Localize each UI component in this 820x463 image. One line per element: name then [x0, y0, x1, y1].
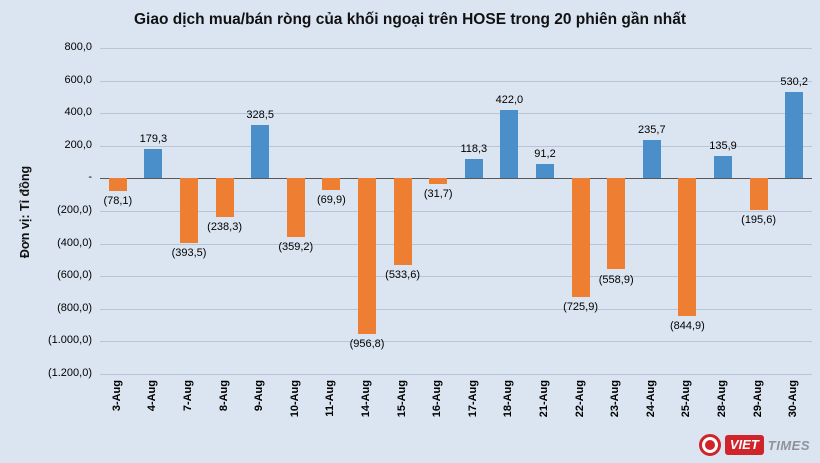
x-axis-label-16-Aug: 16-Aug: [431, 380, 444, 418]
x-axis-label-21-Aug: 21-Aug: [538, 380, 550, 418]
gridline: [100, 80, 812, 82]
bar-10-Aug: [286, 178, 305, 237]
x-axis-label-7-Aug: 7-Aug: [182, 380, 194, 412]
x-axis-label-10-Aug: 10-Aug: [288, 380, 301, 418]
data-label-15-Aug: (533,6): [385, 269, 421, 282]
y-axis-tick-label: (600,0): [57, 269, 92, 282]
x-axis-label-8-Aug: 8-Aug: [217, 380, 230, 412]
x-axis-label-30-Aug: 30-Aug: [787, 380, 800, 418]
data-label-11-Aug: (69,9): [317, 193, 346, 206]
gridline: [100, 374, 812, 375]
y-axis-tick-label: 400,0: [64, 106, 92, 119]
viettimes-logo-icon: [698, 434, 721, 456]
bar-28-Aug: [714, 156, 732, 179]
viettimes-logo-icon-dot: [704, 440, 715, 450]
x-axis-label-14-Aug: 14-Aug: [360, 380, 372, 418]
data-label-29-Aug: (195,6): [741, 214, 777, 227]
bar-21-Aug: [536, 163, 554, 179]
bar-24-Aug: [642, 139, 661, 179]
data-label-24-Aug: 235,7: [638, 123, 666, 136]
y-axis-tick-label: -: [88, 171, 92, 184]
x-axis-label-11-Aug: 11-Aug: [324, 380, 337, 417]
bar-22-Aug: [571, 178, 590, 297]
bar-3-Aug: [108, 178, 127, 192]
x-axis-label-18-Aug: 18-Aug: [502, 380, 515, 418]
data-label-8-Aug: (238,3): [207, 221, 243, 234]
gridline: [100, 308, 812, 310]
data-label-4-Aug: 179,3: [139, 133, 168, 146]
data-label-7-Aug: (393,5): [171, 246, 207, 259]
x-axis-label-22-Aug: 22-Aug: [573, 380, 586, 418]
viettimes-logo-times: TIMES: [767, 437, 810, 453]
data-label-22-Aug: (725,9): [563, 300, 599, 313]
bar-16-Aug: [429, 178, 448, 184]
viettimes-logo-viet: VIET: [724, 435, 764, 455]
gridline: [100, 276, 812, 278]
y-axis-tick-label: (400,0): [57, 236, 92, 249]
data-label-25-Aug: (844,9): [669, 320, 705, 333]
x-axis-label-3-Aug: 3-Aug: [110, 380, 123, 412]
chart-title: Giao dịch mua/bán ròng của khối ngoại tr…: [133, 11, 687, 28]
viettimes-logo: VIET TIMES: [698, 434, 810, 456]
x-axis-label-4-Aug: 4-Aug: [146, 380, 159, 412]
plot-area: (78,1) 179,3 (393,5) (238,3) 328,5 (359,2) (69…: [100, 48, 812, 375]
gridline: [100, 341, 812, 343]
gridline: [100, 113, 812, 115]
bar-18-Aug: [500, 109, 519, 179]
data-label-28-Aug: 135,9: [709, 140, 737, 153]
gridline: [100, 243, 812, 245]
bar-14-Aug: [358, 178, 376, 335]
gridline: [100, 211, 812, 212]
data-label-16-Aug: (31,7): [423, 187, 453, 200]
y-axis-tick-label: (200,0): [57, 204, 92, 216]
x-axis-label-17-Aug: 17-Aug: [466, 380, 479, 418]
x-axis-label-15-Aug: 15-Aug: [395, 380, 408, 418]
gridline: [100, 145, 812, 147]
bar-8-Aug: [215, 178, 234, 218]
x-axis-label-24-Aug: 24-Aug: [644, 380, 657, 418]
bar-30-Aug: [785, 91, 804, 179]
x-axis-label-23-Aug: 23-Aug: [609, 380, 622, 418]
y-axis-tick-label: 200,0: [64, 138, 92, 151]
bar-23-Aug: [607, 178, 626, 270]
data-label-17-Aug: 118,3: [460, 143, 488, 156]
data-label-23-Aug: (558,9): [598, 273, 634, 286]
data-label-14-Aug: (956,8): [349, 338, 385, 351]
y-axis-tick-label: (800,0): [57, 301, 92, 314]
y-axis-tick-label: 600,0: [64, 73, 92, 86]
bar-25-Aug: [678, 178, 697, 317]
y-axis-tick-label: (1.000,0): [47, 334, 92, 347]
bar-29-Aug: [749, 178, 768, 211]
x-axis-label-28-Aug: 28-Aug: [716, 380, 728, 418]
x-axis-label-9-Aug: 9-Aug: [253, 380, 266, 412]
bar-17-Aug: [464, 159, 483, 179]
bar-11-Aug: [322, 178, 341, 190]
zero-axis-line: [100, 178, 812, 180]
bar-7-Aug: [180, 178, 198, 243]
data-label-9-Aug: 328,5: [246, 108, 274, 121]
y-axis-tick-label: (1.200,0): [47, 367, 92, 379]
y-axis-tick-label: 800,0: [64, 41, 92, 53]
x-axis-label-25-Aug: 25-Aug: [680, 380, 693, 418]
x-axis-label-29-Aug: 29-Aug: [751, 380, 764, 418]
data-label-18-Aug: 422,0: [495, 93, 524, 106]
bar-4-Aug: [144, 149, 163, 179]
data-label-21-Aug: 91,2: [534, 147, 556, 160]
data-label-30-Aug: 530,2: [780, 75, 808, 88]
data-label-10-Aug: (359,2): [278, 240, 314, 253]
gridline: [100, 48, 812, 49]
bar-15-Aug: [393, 178, 412, 266]
data-label-3-Aug: (78,1): [103, 195, 133, 208]
bar-9-Aug: [251, 124, 270, 179]
